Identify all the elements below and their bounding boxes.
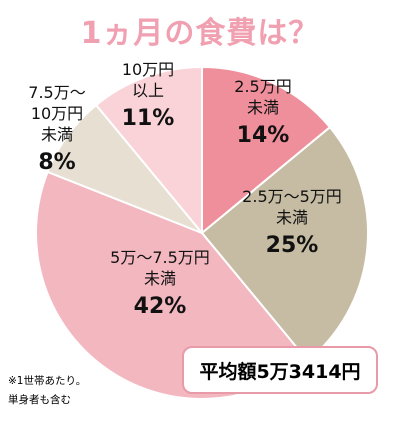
slice-value-label: 8% — [38, 150, 75, 175]
slice-value-label: 14% — [237, 123, 290, 148]
slice-label: 未満 — [144, 269, 176, 288]
slice-label: 2.5万円 — [234, 77, 291, 96]
slice-label: 10万円 — [122, 60, 174, 79]
pie-slice — [200, 125, 370, 363]
footnote-line: ※1世帯あたり。 — [8, 375, 87, 387]
slice-label: 未満 — [41, 125, 73, 144]
slice-label: 未満 — [276, 208, 308, 227]
pie-labels: 2.5万円未満14%2.5万〜5万円未満25%5万〜7.5万円未満42%7.5万… — [28, 60, 342, 319]
slice-label: 5万〜7.5万円 — [110, 248, 210, 267]
slice-value-label: 25% — [266, 233, 319, 258]
average-amount-badge: 平均額5万3414円 — [182, 346, 378, 394]
pie-slice — [94, 65, 203, 236]
slice-value-label: 42% — [134, 294, 187, 319]
slice-label: 7.5万〜 — [28, 83, 85, 102]
slice-label: 未満 — [247, 98, 279, 117]
slice-value-label: 11% — [122, 106, 175, 131]
pie-slices — [35, 65, 370, 400]
slice-label: 10万円 — [31, 104, 83, 123]
slice-label: 2.5万〜5万円 — [242, 187, 342, 206]
pie-slice — [201, 65, 332, 236]
footnote-line: 単身者も含む — [8, 394, 71, 406]
chart-title: 1ヵ月の食費は？ — [80, 16, 320, 51]
slice-label: 以上 — [132, 81, 164, 100]
footnote: ※1世帯あたり。 単身者も含む — [8, 372, 86, 410]
